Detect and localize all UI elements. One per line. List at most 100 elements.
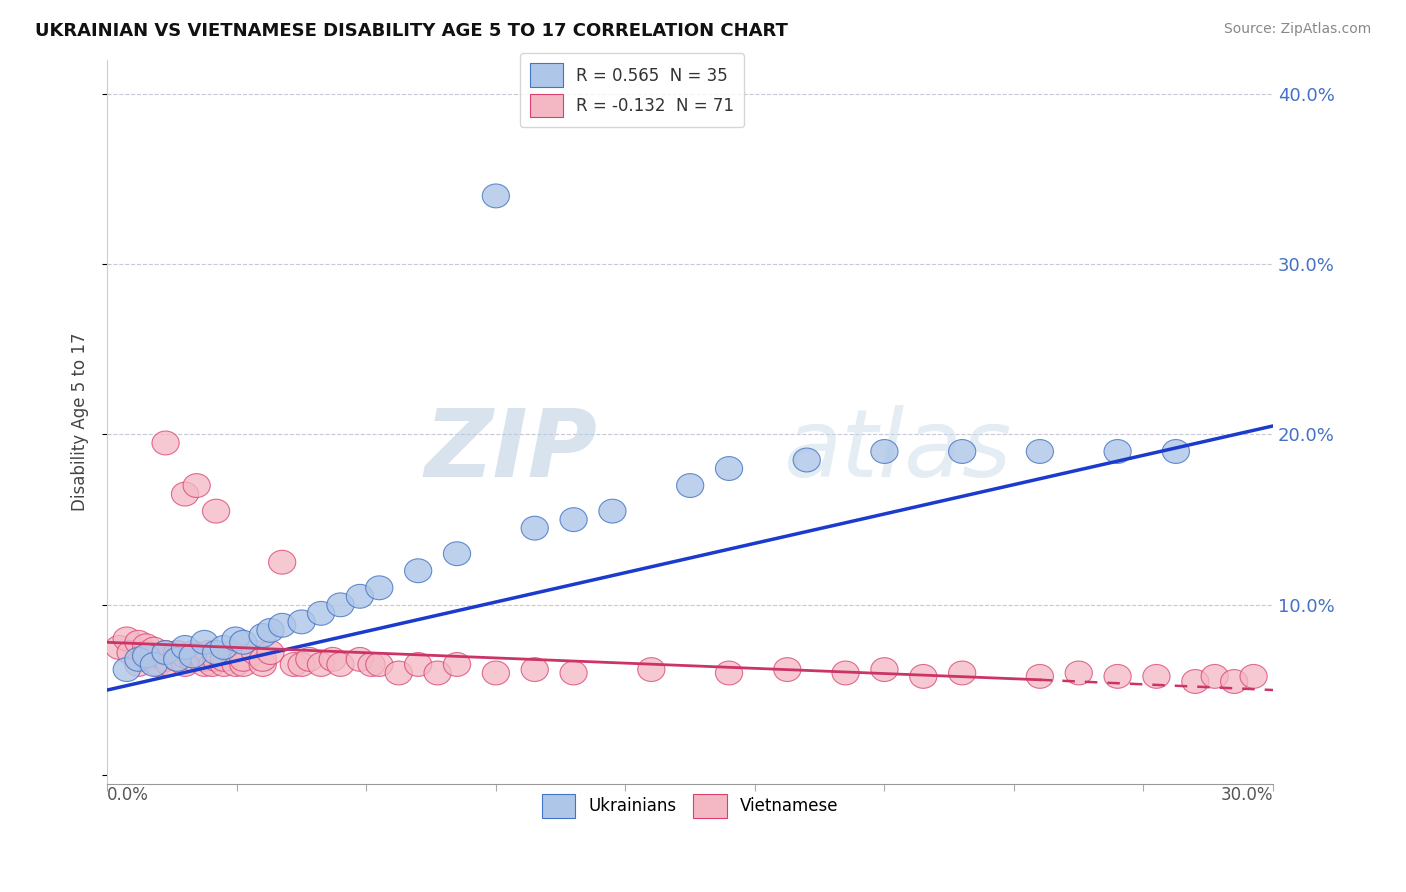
Ellipse shape [117, 640, 145, 665]
Ellipse shape [319, 648, 346, 672]
Ellipse shape [218, 640, 245, 665]
Ellipse shape [638, 657, 665, 681]
Ellipse shape [949, 440, 976, 464]
Ellipse shape [163, 648, 191, 672]
Ellipse shape [202, 648, 229, 672]
Ellipse shape [326, 653, 354, 676]
Ellipse shape [179, 640, 207, 665]
Ellipse shape [125, 648, 152, 672]
Ellipse shape [152, 640, 179, 665]
Text: ZIP: ZIP [425, 405, 598, 497]
Ellipse shape [132, 634, 160, 657]
Ellipse shape [832, 661, 859, 685]
Ellipse shape [141, 644, 167, 668]
Ellipse shape [326, 593, 354, 616]
Ellipse shape [179, 644, 207, 668]
Ellipse shape [560, 508, 588, 532]
Ellipse shape [522, 516, 548, 540]
Ellipse shape [482, 184, 509, 208]
Ellipse shape [194, 640, 222, 665]
Ellipse shape [1026, 440, 1053, 464]
Ellipse shape [288, 653, 315, 676]
Ellipse shape [242, 640, 269, 665]
Ellipse shape [211, 635, 238, 659]
Ellipse shape [112, 627, 141, 651]
Ellipse shape [1201, 665, 1229, 689]
Ellipse shape [257, 640, 284, 665]
Ellipse shape [112, 657, 141, 681]
Ellipse shape [793, 448, 820, 472]
Ellipse shape [132, 640, 160, 665]
Y-axis label: Disability Age 5 to 17: Disability Age 5 to 17 [72, 333, 89, 511]
Ellipse shape [152, 431, 179, 455]
Ellipse shape [522, 657, 548, 681]
Ellipse shape [405, 653, 432, 676]
Ellipse shape [385, 661, 412, 685]
Text: 30.0%: 30.0% [1220, 786, 1272, 805]
Ellipse shape [269, 550, 295, 574]
Ellipse shape [229, 653, 257, 676]
Ellipse shape [346, 584, 374, 608]
Ellipse shape [716, 661, 742, 685]
Ellipse shape [870, 440, 898, 464]
Ellipse shape [560, 661, 588, 685]
Ellipse shape [269, 614, 295, 637]
Ellipse shape [295, 648, 323, 672]
Ellipse shape [257, 618, 284, 642]
Ellipse shape [152, 648, 179, 672]
Ellipse shape [222, 627, 249, 651]
Ellipse shape [1163, 440, 1189, 464]
Ellipse shape [249, 624, 277, 648]
Ellipse shape [1181, 670, 1209, 693]
Ellipse shape [132, 648, 160, 672]
Ellipse shape [1104, 665, 1132, 689]
Ellipse shape [141, 653, 167, 676]
Ellipse shape [179, 648, 207, 672]
Ellipse shape [1240, 665, 1267, 689]
Ellipse shape [405, 558, 432, 582]
Ellipse shape [716, 457, 742, 481]
Ellipse shape [949, 661, 976, 685]
Ellipse shape [202, 640, 229, 665]
Ellipse shape [346, 648, 374, 672]
Ellipse shape [172, 653, 198, 676]
Ellipse shape [443, 653, 471, 676]
Ellipse shape [280, 653, 308, 676]
Ellipse shape [910, 665, 936, 689]
Ellipse shape [249, 648, 277, 672]
Ellipse shape [308, 653, 335, 676]
Ellipse shape [163, 640, 191, 665]
Ellipse shape [1104, 440, 1132, 464]
Ellipse shape [366, 653, 392, 676]
Ellipse shape [191, 631, 218, 654]
Ellipse shape [676, 474, 704, 498]
Text: UKRAINIAN VS VIETNAMESE DISABILITY AGE 5 TO 17 CORRELATION CHART: UKRAINIAN VS VIETNAMESE DISABILITY AGE 5… [35, 22, 787, 40]
Ellipse shape [145, 653, 172, 676]
Ellipse shape [132, 644, 160, 668]
Ellipse shape [443, 541, 471, 566]
Ellipse shape [141, 637, 167, 661]
Ellipse shape [202, 500, 229, 523]
Ellipse shape [1066, 661, 1092, 685]
Ellipse shape [105, 635, 132, 659]
Ellipse shape [773, 657, 801, 681]
Ellipse shape [198, 653, 226, 676]
Ellipse shape [425, 661, 451, 685]
Ellipse shape [249, 653, 277, 676]
Ellipse shape [222, 653, 249, 676]
Ellipse shape [482, 661, 509, 685]
Ellipse shape [359, 653, 385, 676]
Ellipse shape [288, 610, 315, 634]
Ellipse shape [870, 657, 898, 681]
Ellipse shape [599, 500, 626, 523]
Ellipse shape [191, 648, 218, 672]
Ellipse shape [163, 648, 191, 672]
Ellipse shape [308, 601, 335, 625]
Ellipse shape [229, 631, 257, 654]
Ellipse shape [125, 631, 152, 654]
Ellipse shape [229, 648, 257, 672]
Ellipse shape [211, 648, 238, 672]
Ellipse shape [183, 474, 211, 498]
Ellipse shape [172, 644, 198, 668]
Text: atlas: atlas [783, 405, 1012, 496]
